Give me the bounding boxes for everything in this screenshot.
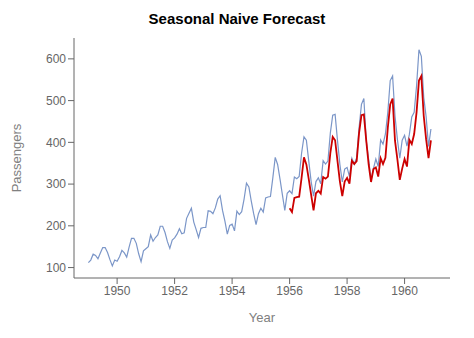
svg-text:1950: 1950 [104,284,131,298]
svg-text:1954: 1954 [219,284,246,298]
svg-text:100: 100 [46,261,66,275]
svg-text:1958: 1958 [334,284,361,298]
svg-text:500: 500 [46,94,66,108]
svg-text:Passengers: Passengers [9,123,24,192]
html-text:Seasonal Naive Forecast: Seasonal Naive Forecast [148,10,326,27]
svg-text:Year: Year [249,310,276,325]
svg-text:300: 300 [46,177,66,191]
svg-text:1956: 1956 [276,284,303,298]
svg-text:1960: 1960 [391,284,418,298]
svg-text:200: 200 [46,219,66,233]
svg-text:600: 600 [46,52,66,66]
svg-text:1952: 1952 [161,284,188,298]
svg-text:400: 400 [46,136,66,150]
